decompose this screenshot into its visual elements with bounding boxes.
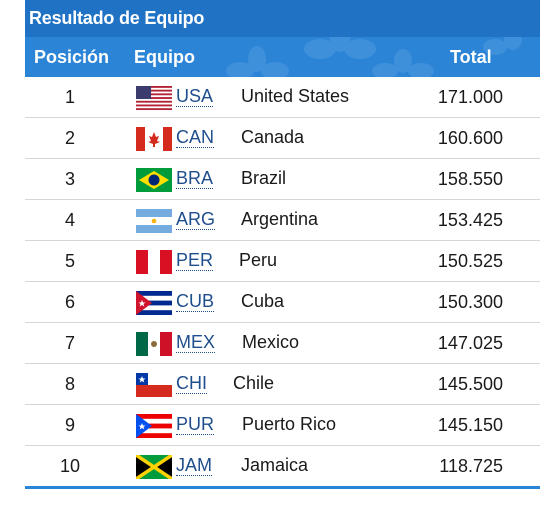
country-code-link[interactable]: CAN xyxy=(176,127,215,148)
country-code-link[interactable]: MEX xyxy=(176,332,216,353)
brazil-flag-icon xyxy=(136,168,172,192)
argentina-flag-icon xyxy=(136,209,172,233)
total-cell: 150.300 xyxy=(437,292,503,312)
country-name: Mexico xyxy=(242,332,300,352)
title-bar: Resultado de Equipo xyxy=(25,0,540,37)
table-row: 6 CUB Cuba 150.300 xyxy=(25,282,540,323)
country-name: Cuba xyxy=(241,291,285,311)
country-name: Chile xyxy=(233,373,275,393)
jamaica-flag-icon xyxy=(136,455,172,479)
table-row: 9 PUR Puerto Rico 145.150 xyxy=(25,405,540,446)
total-cell: 160.600 xyxy=(437,128,503,148)
position-cell: 8 xyxy=(64,374,75,394)
table-row: 5 PER Peru 150.525 xyxy=(25,241,540,282)
total-cell: 158.550 xyxy=(437,169,503,189)
table-row: 4 ARG Argentina 153.425 xyxy=(25,200,540,241)
table-row: 2 CAN Canada 160.600 xyxy=(25,118,540,159)
country-name: Jamaica xyxy=(241,455,309,475)
total-cell: 118.725 xyxy=(439,456,503,476)
table-row: 3 BRA Brazil 158.550 xyxy=(25,159,540,200)
table-row: 1 USA United States 171.000 xyxy=(25,77,540,118)
country-name: Brazil xyxy=(241,168,287,188)
total-cell: 171.000 xyxy=(437,87,503,107)
panel-title: Resultado de Equipo xyxy=(29,8,205,28)
usa-flag-icon xyxy=(136,86,172,110)
country-name: Argentina xyxy=(241,209,319,229)
column-header-position: Posición xyxy=(34,47,110,67)
position-cell: 6 xyxy=(64,292,75,312)
peru-flag-icon xyxy=(136,250,172,274)
position-cell: 9 xyxy=(64,415,75,435)
country-code-link[interactable]: ARG xyxy=(176,209,216,230)
country-code-link[interactable]: CUB xyxy=(176,291,215,312)
total-cell: 147.025 xyxy=(437,333,503,353)
total-cell: 145.500 xyxy=(437,374,503,394)
bottom-divider xyxy=(25,486,540,489)
header-decoration-icon xyxy=(226,37,522,77)
table-row: 8 CHI Chile 145.500 xyxy=(25,364,540,405)
table-header: Posición Equipo Total xyxy=(25,37,540,77)
total-cell: 153.425 xyxy=(437,210,503,230)
mexico-flag-icon xyxy=(136,332,172,356)
puerto-rico-flag-icon xyxy=(136,414,172,438)
country-code-link[interactable]: USA xyxy=(176,86,214,107)
column-header-total: Total xyxy=(450,47,492,67)
total-cell: 145.150 xyxy=(437,415,503,435)
position-cell: 3 xyxy=(64,169,75,189)
total-cell: 150.525 xyxy=(437,251,503,271)
country-name: Puerto Rico xyxy=(242,414,337,434)
table-row: 10 JAM Jamaica 118.725 xyxy=(25,446,540,486)
country-code-link[interactable]: PUR xyxy=(176,414,215,435)
country-name: Peru xyxy=(239,250,278,270)
canada-flag-icon xyxy=(136,127,172,151)
country-code-link[interactable]: CHI xyxy=(176,373,207,394)
results-table-body: 1 USA United States 171.000 2 xyxy=(25,77,540,486)
country-name: United States xyxy=(241,86,350,106)
country-code-link[interactable]: PER xyxy=(176,250,214,271)
country-code-link[interactable]: JAM xyxy=(176,455,212,476)
position-cell: 7 xyxy=(64,333,75,353)
country-name: Canada xyxy=(241,127,305,147)
position-cell: 1 xyxy=(64,87,75,107)
chile-flag-icon xyxy=(136,373,172,397)
position-cell: 4 xyxy=(64,210,75,230)
cuba-flag-icon xyxy=(136,291,172,315)
country-code-link[interactable]: BRA xyxy=(176,168,214,189)
position-cell: 10 xyxy=(59,456,81,476)
position-cell: 2 xyxy=(64,128,75,148)
column-header-team: Equipo xyxy=(134,47,195,67)
position-cell: 5 xyxy=(64,251,75,271)
table-row: 7 MEX Mexico 147.025 xyxy=(25,323,540,364)
